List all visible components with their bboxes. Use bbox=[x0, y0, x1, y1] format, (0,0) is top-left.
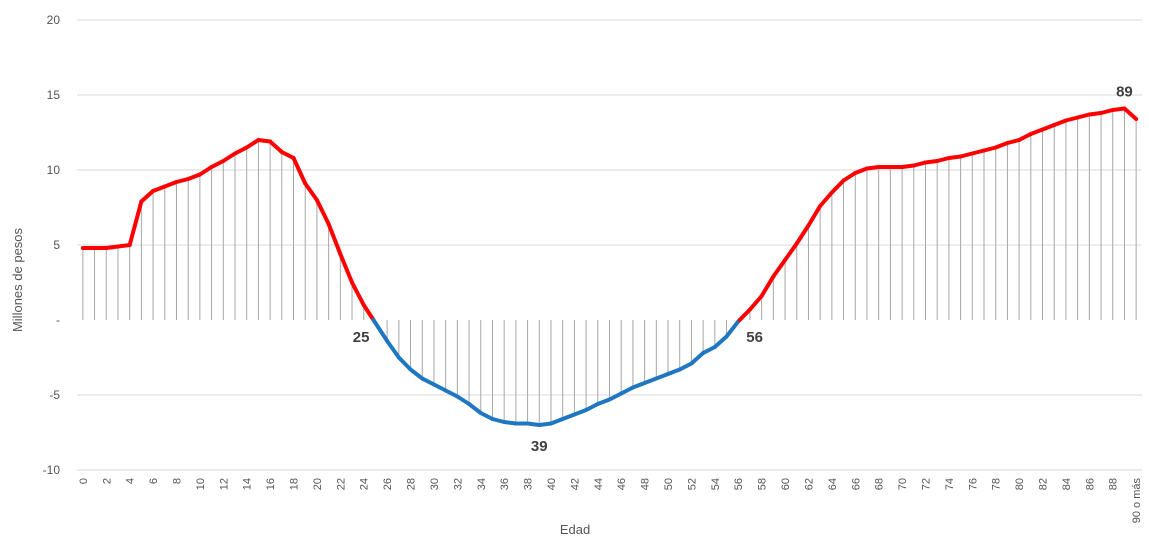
line-segment bbox=[352, 283, 364, 306]
y-tick-label: -10 bbox=[43, 463, 61, 477]
x-tick-label: 52 bbox=[686, 478, 698, 490]
line-segment bbox=[762, 277, 774, 297]
line-segment bbox=[375, 323, 387, 341]
x-tick-label: 76 bbox=[967, 478, 979, 490]
x-tick-label: 80 bbox=[1014, 478, 1026, 490]
line-segment bbox=[399, 358, 411, 370]
x-tick-label: 74 bbox=[944, 478, 956, 490]
grid-lines bbox=[77, 20, 1142, 470]
line-segment bbox=[223, 154, 235, 162]
x-tick-label: 84 bbox=[1061, 478, 1073, 490]
x-tick-label: 60 bbox=[780, 478, 792, 490]
y-tick-label: 10 bbox=[47, 163, 61, 177]
x-tick-label: 86 bbox=[1084, 478, 1096, 490]
x-tick-label: 68 bbox=[874, 478, 886, 490]
line-segment bbox=[691, 353, 703, 364]
x-tick-label: 90 o más bbox=[1131, 478, 1143, 524]
line-segment bbox=[411, 370, 423, 379]
line-segment bbox=[715, 337, 727, 348]
line-segment bbox=[141, 191, 153, 202]
x-tick-label: 0 bbox=[78, 478, 90, 484]
x-tick-label: 24 bbox=[359, 478, 371, 490]
x-tick-label: 88 bbox=[1108, 478, 1120, 490]
x-tick-label: 10 bbox=[195, 478, 207, 490]
line-segment bbox=[832, 181, 844, 193]
x-axis-label: Edad bbox=[560, 522, 590, 537]
annotation-label: 89 bbox=[1116, 84, 1133, 101]
x-tick-label: 54 bbox=[710, 478, 722, 490]
line-segment bbox=[457, 397, 469, 405]
line-segment bbox=[247, 140, 259, 148]
x-tick-label: 70 bbox=[897, 478, 909, 490]
y-tick-label: - bbox=[56, 313, 60, 327]
x-tick-label: 4 bbox=[125, 478, 137, 484]
line-segment bbox=[340, 254, 352, 283]
y-axis-ticks: 20 15 10 5 - -5 -10 bbox=[43, 13, 61, 477]
x-tick-label: 46 bbox=[616, 478, 628, 490]
line-segment bbox=[317, 200, 329, 224]
line-segment bbox=[329, 224, 341, 254]
x-tick-label: 20 bbox=[312, 478, 324, 490]
x-tick-label: 12 bbox=[218, 478, 230, 490]
y-tick-label: 5 bbox=[53, 238, 60, 252]
line-segment bbox=[808, 206, 820, 226]
y-tick-label: 15 bbox=[47, 88, 61, 102]
x-tick-label: 62 bbox=[803, 478, 815, 490]
x-tick-label: 30 bbox=[429, 478, 441, 490]
x-tick-label: 38 bbox=[523, 478, 535, 490]
x-tick-label: 78 bbox=[991, 478, 1003, 490]
x-tick-label: 28 bbox=[406, 478, 418, 490]
x-tick-label: 82 bbox=[1038, 478, 1050, 490]
x-tick-label: 72 bbox=[920, 478, 932, 490]
x-tick-label: 2 bbox=[101, 478, 113, 484]
line-segment bbox=[305, 184, 317, 201]
y-axis-label: Millones de pesos bbox=[10, 227, 25, 332]
y-tick-label: -5 bbox=[49, 388, 60, 402]
x-axis-ticks: 0 2 4 6 8 10 12 14 16 18 20 22 24 26 28 30 32 34 36 38 40 42 4… bbox=[78, 478, 1143, 524]
x-tick-label: 32 bbox=[452, 478, 464, 490]
x-tick-label: 42 bbox=[569, 478, 581, 490]
x-tick-label: 36 bbox=[499, 478, 511, 490]
line-segment bbox=[270, 142, 282, 153]
stem-lines bbox=[83, 109, 1136, 426]
x-tick-label: 50 bbox=[663, 478, 675, 490]
line-segment bbox=[820, 193, 832, 207]
line-segment bbox=[294, 158, 306, 184]
line-segment bbox=[785, 244, 797, 261]
x-tick-label: 8 bbox=[171, 478, 183, 484]
x-tick-label: 34 bbox=[476, 478, 488, 490]
x-tick-label: 16 bbox=[265, 478, 277, 490]
annotation-label: 25 bbox=[353, 329, 370, 346]
x-tick-label: 64 bbox=[827, 478, 839, 490]
line-segment bbox=[130, 202, 142, 246]
x-tick-label: 66 bbox=[850, 478, 862, 490]
x-tick-label: 26 bbox=[382, 478, 394, 490]
x-tick-label: 48 bbox=[640, 478, 652, 490]
x-tick-label: 22 bbox=[335, 478, 347, 490]
x-tick-label: 44 bbox=[593, 478, 605, 490]
x-tick-label: 14 bbox=[242, 478, 254, 490]
y-tick-label: 20 bbox=[47, 13, 61, 27]
line-segment bbox=[387, 341, 399, 358]
line-segment bbox=[773, 260, 785, 277]
line-segment bbox=[740, 310, 750, 321]
line-segment bbox=[469, 404, 481, 413]
x-tick-label: 6 bbox=[148, 478, 160, 484]
line-segment bbox=[844, 173, 856, 181]
line-segment bbox=[364, 305, 374, 320]
line-segment bbox=[200, 167, 212, 175]
x-tick-label: 58 bbox=[757, 478, 769, 490]
line-segment bbox=[727, 322, 739, 337]
annotation-label: 39 bbox=[531, 438, 548, 455]
line-segment bbox=[750, 296, 762, 310]
x-tick-label: 40 bbox=[546, 478, 558, 490]
x-tick-label: 56 bbox=[733, 478, 745, 490]
annotation-label: 56 bbox=[746, 329, 763, 346]
x-tick-label: 18 bbox=[289, 478, 301, 490]
line-segment bbox=[797, 226, 809, 244]
line-segment bbox=[1124, 109, 1136, 120]
